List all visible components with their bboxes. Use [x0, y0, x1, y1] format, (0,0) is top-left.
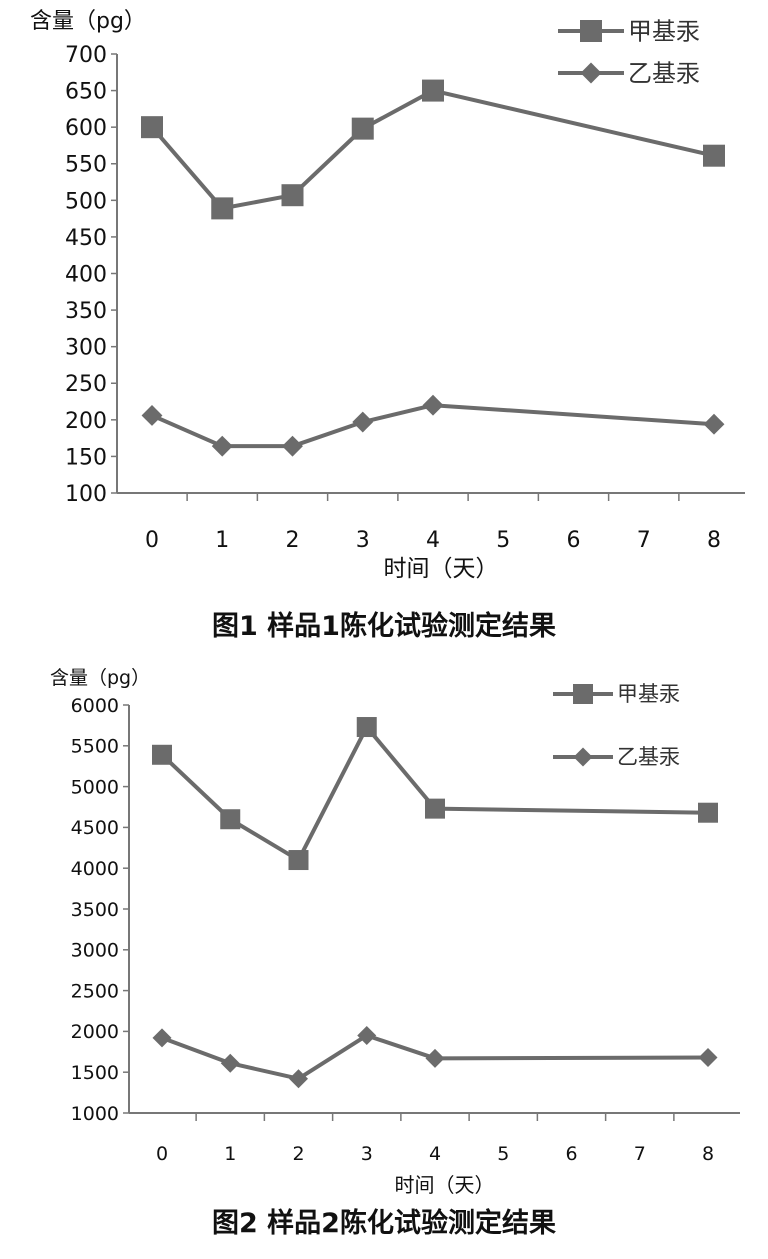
series-line [160, 725, 709, 863]
data-point-square [351, 117, 374, 140]
series-methylmercury [141, 79, 725, 220]
x-tick-label: 8 [702, 1143, 714, 1165]
y-tick-label: 250 [65, 372, 107, 397]
legend-label: 乙基汞 [628, 59, 700, 87]
data-point-square [152, 744, 172, 765]
x-tick-label: 5 [497, 1143, 509, 1165]
y-tick-label: 350 [65, 299, 107, 324]
x-tick-label: 5 [496, 528, 510, 553]
y-tick-label: 4500 [71, 817, 119, 839]
y-tick-label: 550 [65, 153, 107, 178]
x-tick-label: 1 [215, 528, 229, 553]
data-point-square [211, 197, 234, 220]
data-point-square [703, 144, 725, 167]
y-tick-label: 1500 [71, 1062, 119, 1084]
data-point-square [356, 717, 377, 738]
legend-marker-diamond [573, 747, 593, 767]
data-point-diamond [357, 1025, 377, 1045]
legend-marker-square [580, 20, 602, 42]
data-point-diamond [211, 435, 233, 457]
data-point-square [288, 850, 309, 871]
x-tick-label: 6 [565, 1143, 577, 1165]
chart-1: 100 150 200 250 300 350 400 450 500 550 600 650 700 0… [30, 9, 745, 582]
y-tick-label: 4000 [71, 858, 119, 880]
y-tick-label: 500 [65, 189, 107, 214]
x-tick-label: 3 [356, 528, 370, 553]
data-point-diamond [152, 1028, 172, 1048]
y-tick-label: 150 [65, 445, 107, 470]
x-axis-title: 时间（天） [384, 556, 499, 582]
data-point-diamond [352, 411, 374, 433]
data-point-square [281, 184, 304, 207]
data-point-diamond [425, 1048, 445, 1068]
legend-marker-diamond [580, 62, 602, 84]
data-point-square [698, 802, 718, 823]
legend-marker-square [573, 684, 593, 704]
series-line [161, 1033, 709, 1081]
series-ethylmercury [141, 394, 725, 457]
y-tick-label: 450 [65, 226, 107, 251]
x-tick-label: 3 [361, 1143, 373, 1165]
y-tick-label: 300 [65, 336, 107, 361]
data-point-diamond [282, 435, 303, 457]
y-tick-label: 1000 [71, 1103, 119, 1125]
y-tick-label: 200 [65, 409, 107, 434]
x-tick-label: 2 [286, 528, 300, 553]
data-point-square [425, 798, 445, 819]
data-point-diamond [220, 1053, 240, 1073]
legend-label: 甲基汞 [628, 17, 700, 45]
y-tick-label: 3500 [71, 899, 119, 921]
y-axis-title: 含量（pg） [30, 9, 146, 34]
x-tick-label: 0 [145, 528, 159, 553]
y-tick-label: 2000 [71, 1021, 119, 1043]
data-point-square [422, 79, 444, 102]
data-point-square [220, 809, 241, 830]
data-point-diamond [141, 404, 163, 426]
y-tick-label: 6000 [71, 695, 119, 717]
x-tick-label: 8 [707, 528, 721, 553]
data-point-diamond [289, 1069, 308, 1089]
series-line [150, 88, 715, 211]
figure-caption: 图2 样品2陈化试验测定结果 [212, 1207, 556, 1239]
y-tick-label: 5000 [71, 776, 119, 798]
x-tick-label: 7 [637, 528, 651, 553]
y-axis-title: 含量（pg） [50, 667, 150, 689]
y-tick-label: 3000 [71, 940, 119, 962]
x-tick-label: 4 [429, 1143, 441, 1165]
series-line [151, 403, 715, 449]
y-tick-label: 400 [65, 262, 107, 287]
x-tick-label: 2 [292, 1143, 304, 1165]
series-ethylmercury [152, 1025, 718, 1089]
x-tick-label: 0 [156, 1143, 168, 1165]
legend-label: 甲基汞 [617, 682, 680, 706]
x-tick-label: 6 [567, 528, 581, 553]
x-axis-title: 时间（天） [395, 1173, 495, 1197]
x-tick-label: 1 [224, 1143, 236, 1165]
data-point-diamond [703, 413, 725, 435]
y-tick-label: 100 [65, 482, 107, 507]
x-tick-label: 7 [634, 1143, 646, 1165]
data-point-diamond [698, 1048, 718, 1068]
data-point-square [141, 116, 163, 139]
y-tick-label: 700 [65, 43, 107, 68]
y-tick-label: 5500 [71, 736, 119, 758]
y-tick-label: 2500 [71, 980, 119, 1002]
data-point-diamond [422, 394, 444, 416]
y-tick-label: 650 [65, 80, 107, 105]
y-tick-label: 600 [65, 116, 107, 141]
legend-label: 乙基汞 [617, 745, 680, 769]
x-tick-label: 4 [426, 528, 440, 553]
chart-2: 1000 1500 2000 2500 3000 3500 4000 4500 5000 5500… [50, 667, 740, 1197]
series-methylmercury [152, 717, 718, 871]
figure-caption: 图1 样品1陈化试验测定结果 [212, 610, 556, 642]
